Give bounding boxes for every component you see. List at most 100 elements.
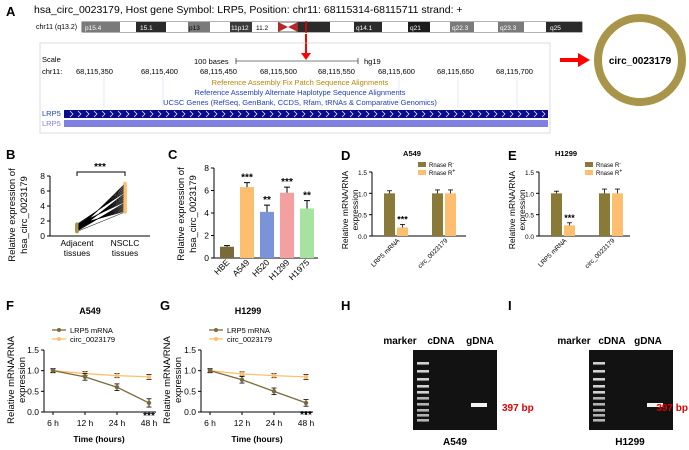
gene-track-lrp5 [64,110,548,118]
x-tick-label: HBE [212,257,232,277]
gene-track-lrp5-alt [64,120,548,127]
chevron-icon [157,110,162,118]
significance-mark: *** [241,173,253,184]
x-tick-label: 12 h [77,418,94,428]
chevron-icon [421,110,426,118]
panel-i: I marker cDNA gDNA 397 bp H1299 [508,298,688,448]
adjacent-point [75,229,79,233]
nsclc-point [123,181,127,186]
ideogram [81,21,583,33]
band-label: 11.2 [256,25,269,32]
legend-marker [214,337,218,341]
chevron-icon [501,110,506,118]
panel-c-letter: C [168,147,178,162]
chevron-icon [389,110,394,118]
legend-label: LRP5 mRNA [70,326,113,335]
position-label: 68,115,550 [318,67,355,76]
panel-h-cell-label: A549 [443,437,467,448]
panel-h-letter: H [341,298,350,313]
panel-b-xcat-nsclc-2: tissues [112,248,138,258]
significance-mark: *** [564,213,575,223]
panel-f-ylabel-2: expression [17,357,28,403]
panel-g-ylabel-2: expression [173,357,184,403]
x-tick-label: circ_0023179 [417,237,450,270]
ladder-band [593,414,605,417]
panel-i-gel-bands [593,362,663,422]
circ-label: circ_0023179 [609,56,672,67]
y-tick-label: 4 [204,208,209,218]
data-point [207,368,213,373]
chevron-icon [181,110,186,118]
significance-mark: *** [300,410,312,421]
chevron-icon [213,110,218,118]
ladder-band [593,370,605,373]
ladder-band [593,419,605,422]
panel-e-ylabel-2: expression [517,189,527,230]
panel-f-plot: 0.0 0.5 1.0 1.5 6 h 12 h 24 h 48 h*** LRP5 mRNAc… [27,326,157,428]
ladder-band [593,378,605,381]
y-tick-label: 0.5 [184,386,196,396]
band-label: q23.3 [500,25,517,32]
bar [260,211,274,258]
legend-label: circ_0023179 [70,335,115,344]
ladder-band [593,385,605,388]
x-tick-label: LRP5 mRNA [370,237,402,269]
series-line [52,370,150,404]
chevron-icon [525,110,530,118]
panel-c-ylabel-2: hsa_circ_0023179 [188,175,199,253]
panel-b-xcat-nsclc-1: NSCLC [111,238,140,248]
chevron-icon [445,110,450,118]
panel-g-ylabel-1: Relative mRNA/RNA [162,336,173,424]
y-tick-label: 0 [204,253,209,263]
position-label: 68,115,450 [200,67,237,76]
chevron-icon [293,110,298,118]
bar [280,192,294,258]
chevron-icon [405,110,410,118]
data-point [271,389,277,394]
chevron-icon [277,110,282,118]
chevron-icon [85,110,90,118]
panel-i-lane-marker: marker [557,336,590,347]
chevron-icon [285,110,290,118]
y-tick-label: 8 [40,171,45,181]
chevron-icon [333,110,338,118]
chevron-icon [141,110,146,118]
x-tick-label: H1975 [287,257,312,282]
y-tick-label: 0 [40,231,45,241]
chevron-icon [229,110,234,118]
legend-label: circ_0023179 [227,335,272,344]
data-point [146,374,152,380]
x-tick-label: 24 h [266,418,283,428]
down-arrow-icon [301,34,311,60]
panel-h: H marker cDNA gDNA 397 bp A549 [341,298,534,448]
chevron-icon [437,110,442,118]
chevron-icon [461,110,466,118]
x-tick-label: 48 h [298,418,315,428]
gdna-band [471,403,487,407]
significance-mark: ** [303,191,311,202]
y-tick-label: 0.0 [27,407,39,417]
panel-c: C Relative expression of hsa_circ_002317… [168,147,318,282]
ladder-band [593,409,605,412]
chevron-icon [541,110,546,118]
track-fix-patch: Reference Assembly Fix Patch Sequence Al… [212,78,389,87]
legend-label: Rnase R- [596,161,621,170]
chevron-icon [413,110,418,118]
position-label: 68,115,700 [496,67,533,76]
panel-c-ylabel-1: Relative expression of [176,167,187,261]
bar [240,187,254,258]
data-point [50,368,56,373]
legend-swatch [585,162,593,167]
panel-g-letter: G [160,298,170,313]
legend-marker [57,328,61,332]
gene-chevrons [69,110,546,118]
ladder-band [417,370,429,373]
chevron-icon [429,110,434,118]
ladder-band [417,414,429,417]
bar [384,193,395,236]
gene-label-lrp5-alt: LRP5 [42,119,61,128]
panel-a: A hsa_circ_0023179, Host gene Symbol: LR… [6,4,686,134]
chevron-icon [309,110,314,118]
panel-a-title: hsa_circ_0023179, Host gene Symbol: LRP5… [34,4,463,16]
